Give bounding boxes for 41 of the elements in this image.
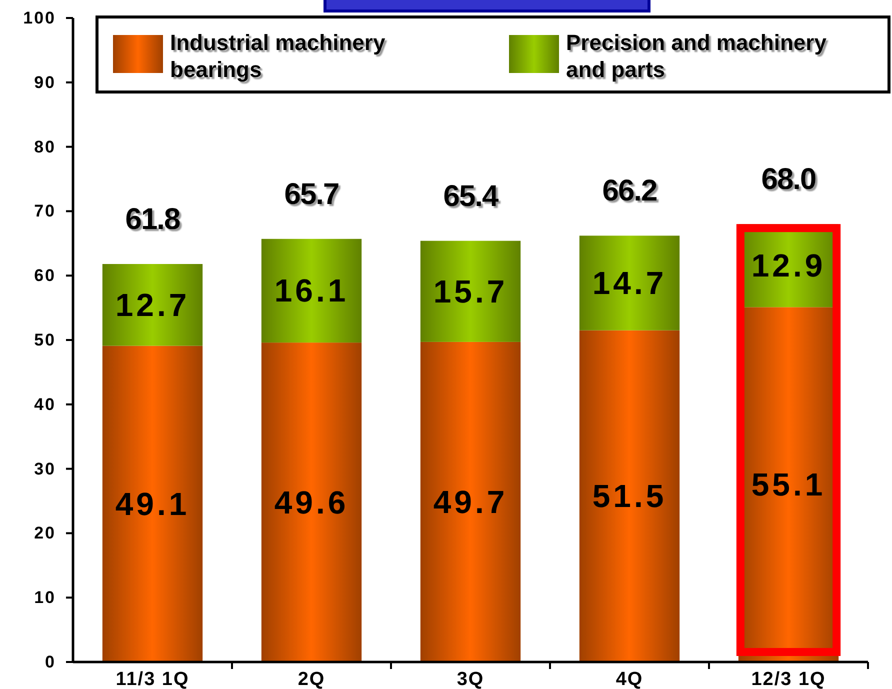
y-tick-label: 30 [34,459,56,478]
x-tick-label: 3Q [456,669,484,689]
legend-label: Precision and machinery and parts [566,30,828,82]
total-label: 61.8 [125,203,180,236]
data-label: 49.7 [433,484,508,520]
bar [261,342,362,662]
total-label: 66.2 [602,174,658,208]
y-tick-label: 20 [34,524,56,543]
y-tick-label: 80 [34,137,56,156]
data-label: 49.6 [274,484,349,520]
y-tick-label: 50 [34,330,56,350]
data-label: 14.7 [592,265,667,302]
data-label: 15.7 [433,273,508,310]
x-tick-label: 12/3 1Q [751,669,826,689]
total-label: 65.7 [284,178,340,211]
bar [579,330,680,662]
data-label: 16.1 [274,272,349,309]
x-tick-label: 2Q [298,669,326,689]
data-label: 51.5 [592,478,667,514]
data-label: 12.7 [115,286,190,323]
bar [261,238,362,343]
y-tick-label: 70 [34,202,56,221]
data-label: 49.1 [115,486,190,522]
y-tick-label: 10 [34,588,56,608]
y-tick-label: 90 [34,72,56,92]
total-label: 68.0 [761,163,816,196]
x-tick-label: 11/3 1Q [116,669,190,689]
bar [579,236,680,330]
data-label: 12.9 [751,248,826,284]
total-label: 65.4 [443,180,500,213]
bar [420,342,521,662]
y-tick-label: 60 [34,266,56,286]
x-tick-label: 4Q [616,669,644,689]
y-tick-label: 40 [34,394,56,414]
bar [102,346,203,662]
y-tick-label: 100 [23,8,56,28]
legend-label: Industrial machinery bearings [170,30,386,82]
bar [420,240,521,342]
bar [102,264,203,346]
data-label: 55.1 [751,466,826,503]
y-tick-label: 0 [45,652,56,672]
